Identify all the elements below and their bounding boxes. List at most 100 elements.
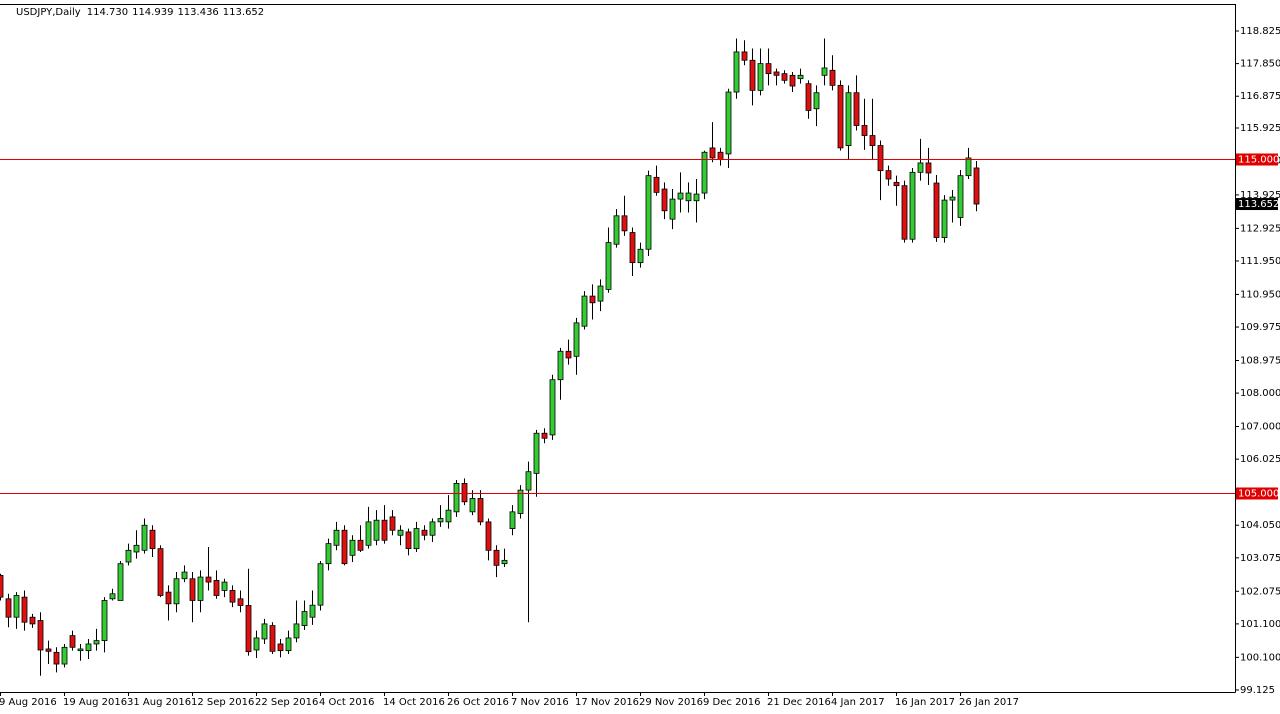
candle-body bbox=[365, 521, 372, 546]
candle-body bbox=[717, 151, 724, 161]
candle-body bbox=[901, 185, 908, 240]
candle-body bbox=[525, 471, 532, 491]
candle-body bbox=[733, 51, 740, 93]
low-label: 113.436 bbox=[177, 7, 218, 18]
candle-body bbox=[93, 640, 100, 645]
candle-body bbox=[85, 643, 92, 652]
x-tick-label: 4 Oct 2016 bbox=[319, 697, 374, 708]
candle-body bbox=[957, 175, 964, 218]
candle-body bbox=[813, 92, 820, 110]
candle-body bbox=[677, 192, 684, 200]
candle-body bbox=[805, 83, 812, 111]
candle-body bbox=[573, 322, 580, 357]
candle-body bbox=[421, 529, 428, 536]
candle-body bbox=[309, 604, 316, 618]
candle-body bbox=[837, 84, 844, 149]
candle-body bbox=[781, 73, 788, 81]
last-price-label: 113.652 bbox=[1238, 199, 1279, 210]
candle-body bbox=[389, 516, 396, 531]
candle-body bbox=[413, 528, 420, 550]
x-tick-label: 26 Jan 2017 bbox=[959, 697, 1019, 708]
y-tick-label: 113.925 bbox=[1240, 190, 1280, 201]
candle-body bbox=[501, 559, 508, 565]
candle-body bbox=[341, 529, 348, 565]
candle-body bbox=[453, 483, 460, 513]
candle-body bbox=[637, 248, 644, 264]
candle-body bbox=[933, 182, 940, 238]
candle-body bbox=[653, 176, 660, 193]
x-tick-label: 26 Oct 2016 bbox=[447, 697, 509, 708]
candle-body bbox=[509, 511, 516, 529]
candle-body bbox=[877, 145, 884, 172]
candle-body bbox=[213, 580, 220, 596]
x-tick-label: 7 Nov 2016 bbox=[511, 697, 569, 708]
candle-body bbox=[349, 539, 356, 556]
y-tick-label: 101.100 bbox=[1240, 619, 1280, 630]
candle-body bbox=[749, 59, 756, 91]
open-label: 114.730 bbox=[87, 7, 128, 18]
candle-body bbox=[797, 74, 804, 80]
candle-body bbox=[821, 67, 828, 76]
candle-body bbox=[205, 576, 212, 583]
y-tick-label: 116.875 bbox=[1240, 91, 1280, 102]
candle-body bbox=[541, 432, 548, 439]
candle-body bbox=[629, 232, 636, 264]
candle-body bbox=[925, 162, 932, 174]
x-tick-label: 21 Dec 2016 bbox=[767, 697, 831, 708]
candle-body bbox=[965, 157, 972, 177]
y-tick-label: 117.850 bbox=[1240, 59, 1280, 70]
x-tick-label: 9 Aug 2016 bbox=[0, 697, 57, 708]
candle-body bbox=[485, 521, 492, 551]
candle-body bbox=[725, 91, 732, 155]
y-tick-label: 115.925 bbox=[1240, 123, 1280, 134]
candle-body bbox=[13, 595, 20, 618]
candle-body bbox=[189, 578, 196, 601]
candle-body bbox=[165, 591, 172, 605]
candle-body bbox=[757, 63, 764, 91]
candle-body bbox=[61, 646, 68, 665]
y-tick-label: 111.950 bbox=[1240, 256, 1280, 267]
x-tick-label: 9 Dec 2016 bbox=[703, 697, 761, 708]
high-label: 114.939 bbox=[132, 7, 173, 18]
last-price-box bbox=[1236, 198, 1278, 211]
x-tick-label: 19 Aug 2016 bbox=[63, 697, 127, 708]
candle-body bbox=[397, 529, 404, 536]
candle-body bbox=[5, 598, 12, 618]
candle-body bbox=[709, 147, 716, 159]
candle-body bbox=[845, 92, 852, 146]
y-tick-label: 100.100 bbox=[1240, 652, 1280, 663]
y-tick-label: 118.825 bbox=[1240, 26, 1280, 37]
candle-body bbox=[245, 605, 252, 653]
y-tick-label: 106.025 bbox=[1240, 454, 1280, 465]
candle-body bbox=[701, 151, 708, 194]
candle-body bbox=[333, 529, 340, 546]
close-label: 113.652 bbox=[223, 7, 264, 18]
candle-body bbox=[237, 598, 244, 606]
candle-body bbox=[77, 648, 84, 652]
candle-body bbox=[861, 125, 868, 136]
candle-body bbox=[221, 581, 228, 591]
candle-body bbox=[229, 590, 236, 603]
candle-body bbox=[317, 563, 324, 606]
candle-body bbox=[893, 181, 900, 187]
candle-body bbox=[613, 215, 620, 245]
candle-body bbox=[853, 92, 860, 126]
x-tick-label: 31 Aug 2016 bbox=[127, 697, 191, 708]
candle-body bbox=[141, 524, 148, 551]
candle-body bbox=[885, 170, 892, 180]
candle-body bbox=[405, 531, 412, 550]
candle-body bbox=[429, 521, 436, 536]
candle-body bbox=[517, 489, 524, 514]
candle-body bbox=[557, 350, 564, 381]
y-tick-label: 110.950 bbox=[1240, 289, 1280, 300]
candle-body bbox=[869, 135, 876, 146]
candle-body bbox=[125, 549, 132, 563]
candle-body bbox=[493, 549, 500, 566]
candle-body bbox=[581, 295, 588, 327]
candle-body bbox=[301, 611, 308, 626]
candle-body bbox=[621, 215, 628, 232]
x-tick-label: 16 Jan 2017 bbox=[895, 697, 955, 708]
y-tick-label: 99.125 bbox=[1240, 685, 1275, 696]
